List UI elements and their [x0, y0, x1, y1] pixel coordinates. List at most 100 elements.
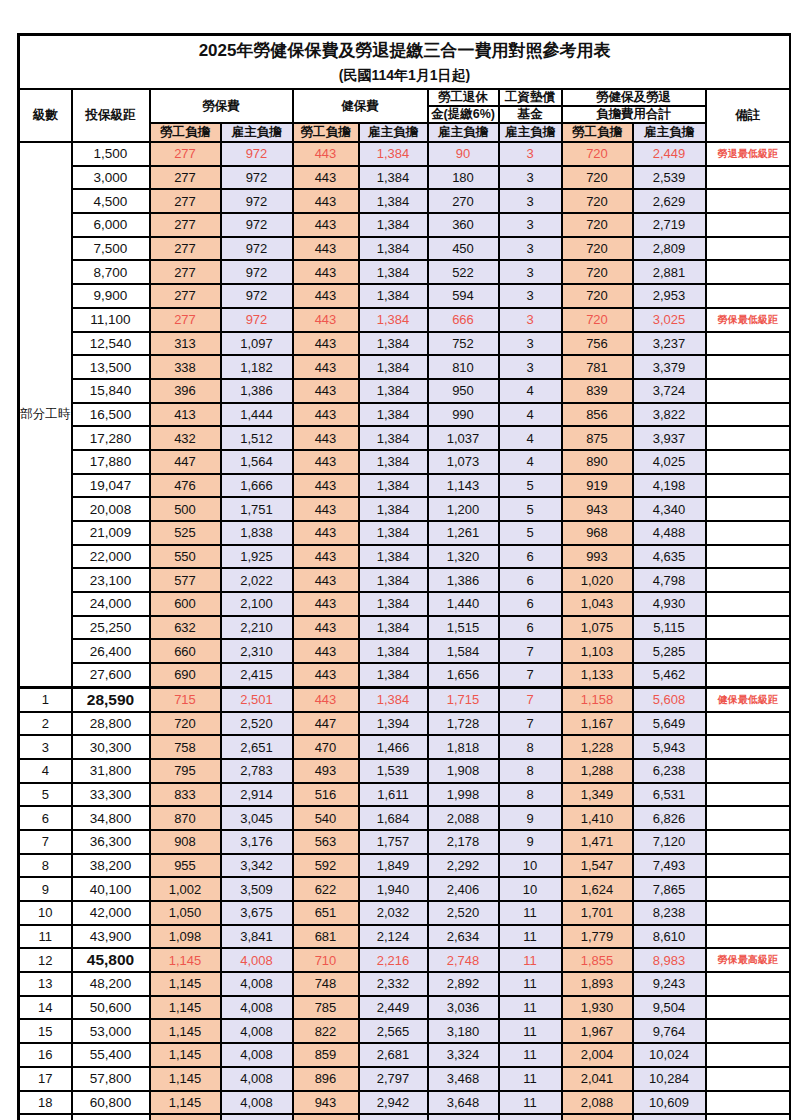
- value-cell: 810: [428, 355, 499, 379]
- value-cell: 11: [499, 1091, 562, 1115]
- value-cell: 1,925: [221, 545, 293, 569]
- value-cell: 1,384: [359, 379, 428, 403]
- value-cell: 1,384: [359, 663, 428, 687]
- note-cell: [706, 1043, 791, 1067]
- page-subtitle: (民國114年1月1日起): [20, 64, 789, 86]
- value-cell: 1,384: [359, 450, 428, 474]
- value-cell: 447: [293, 712, 359, 736]
- value-cell: 3,724: [633, 379, 706, 403]
- value-cell: 443: [293, 355, 359, 379]
- salary-bracket-cell: 27,600: [72, 663, 150, 687]
- value-cell: 1,384: [359, 308, 428, 332]
- value-cell: 919: [562, 474, 633, 498]
- col-header-salary: 投保級距: [72, 89, 150, 142]
- value-cell: 7,493: [633, 854, 706, 878]
- value-cell: 4,008: [221, 1043, 293, 1067]
- note-cell: [706, 497, 791, 521]
- value-cell: 1,384: [359, 639, 428, 663]
- salary-bracket-cell: 24,000: [72, 592, 150, 616]
- value-cell: 856: [562, 403, 633, 427]
- value-cell: 577: [150, 568, 221, 592]
- note-cell: [706, 1114, 791, 1120]
- table-row: 4,5002779724431,38427037202,629: [19, 189, 791, 213]
- value-cell: 3,180: [428, 1019, 499, 1043]
- value-cell: 1,002: [150, 877, 221, 901]
- value-cell: 1,998: [428, 783, 499, 807]
- value-cell: 1,893: [562, 972, 633, 996]
- value-cell: 3,648: [428, 1091, 499, 1115]
- table-body: 部分工時1,5002779724431,3849037202,449勞退最低級距…: [19, 142, 791, 1120]
- value-cell: 2,415: [221, 663, 293, 687]
- salary-bracket-cell: 38,200: [72, 854, 150, 878]
- table-row: 27,6006902,4154431,3841,65671,1335,462: [19, 663, 791, 687]
- value-cell: 277: [150, 189, 221, 213]
- value-cell: 1,261: [428, 521, 499, 545]
- salary-bracket-cell: 53,000: [72, 1019, 150, 1043]
- value-cell: 277: [150, 284, 221, 308]
- value-cell: 3,342: [221, 854, 293, 878]
- value-cell: 10: [499, 854, 562, 878]
- value-cell: 7,865: [633, 877, 706, 901]
- value-cell: 4,635: [633, 545, 706, 569]
- table-row: 1553,0001,1454,0088222,5653,180111,9679,…: [19, 1019, 791, 1043]
- page-title: 2025年勞健保保費及勞退提繳三合一費用對照參考用表: [20, 38, 789, 64]
- value-cell: 1,779: [562, 925, 633, 949]
- value-cell: 1,384: [359, 568, 428, 592]
- value-cell: 2,449: [633, 142, 706, 166]
- salary-bracket-cell: 15,840: [72, 379, 150, 403]
- value-cell: 443: [293, 213, 359, 237]
- value-cell: 443: [293, 450, 359, 474]
- value-cell: 5,649: [633, 712, 706, 736]
- salary-bracket-cell: 31,800: [72, 759, 150, 783]
- col-header-total-line1: 勞健保及勞退: [562, 89, 706, 106]
- note-cell: [706, 712, 791, 736]
- value-cell: 720: [562, 237, 633, 261]
- value-cell: 277: [150, 166, 221, 190]
- salary-bracket-cell: 57,800: [72, 1067, 150, 1091]
- value-cell: 4: [499, 379, 562, 403]
- subheader-wage-fund-employer: 雇主負擔: [499, 123, 562, 142]
- value-cell: 1,384: [359, 474, 428, 498]
- value-cell: 720: [562, 166, 633, 190]
- value-cell: 4: [499, 426, 562, 450]
- value-cell: 720: [562, 308, 633, 332]
- note-cell: [706, 1091, 791, 1115]
- value-cell: 443: [293, 403, 359, 427]
- level-cell: 17: [19, 1067, 72, 1091]
- table-row: 8,7002779724431,38452237202,881: [19, 260, 791, 284]
- value-cell: 1,611: [359, 783, 428, 807]
- value-cell: 2,797: [359, 1067, 428, 1091]
- value-cell: 540: [293, 806, 359, 830]
- col-header-labor-insurance: 勞保費: [150, 89, 293, 123]
- value-cell: 1,728: [428, 712, 499, 736]
- value-cell: 1,073: [428, 450, 499, 474]
- value-cell: 822: [293, 1019, 359, 1043]
- subheader-li-employer: 雇主負擔: [221, 123, 293, 142]
- value-cell: 681: [293, 925, 359, 949]
- value-cell: 3,675: [221, 901, 293, 925]
- value-cell: 443: [293, 284, 359, 308]
- note-cell: [706, 545, 791, 569]
- salary-bracket-cell: 4,500: [72, 189, 150, 213]
- subheader-hi-employee: 勞工負擔: [293, 123, 359, 142]
- value-cell: 1,440: [428, 592, 499, 616]
- value-cell: 3: [499, 237, 562, 261]
- value-cell: 2,022: [221, 568, 293, 592]
- value-cell: 4,008: [221, 1067, 293, 1091]
- value-cell: 1,386: [428, 568, 499, 592]
- table-row: 7,5002779724431,38445037202,809: [19, 237, 791, 261]
- salary-bracket-cell: 33,300: [72, 783, 150, 807]
- table-row: 9,9002779724431,38459437202,953: [19, 284, 791, 308]
- value-cell: 720: [562, 260, 633, 284]
- value-cell: 2,041: [562, 1067, 633, 1091]
- level-cell: 19: [19, 1114, 72, 1120]
- note-cell: [706, 521, 791, 545]
- note-cell: 勞退最低級距: [706, 142, 791, 166]
- value-cell: 522: [428, 260, 499, 284]
- note-cell: [706, 426, 791, 450]
- value-cell: 432: [150, 426, 221, 450]
- value-cell: 896: [293, 1067, 359, 1091]
- level-cell: 13: [19, 972, 72, 996]
- salary-bracket-cell: 17,880: [72, 450, 150, 474]
- value-cell: 1,050: [150, 901, 221, 925]
